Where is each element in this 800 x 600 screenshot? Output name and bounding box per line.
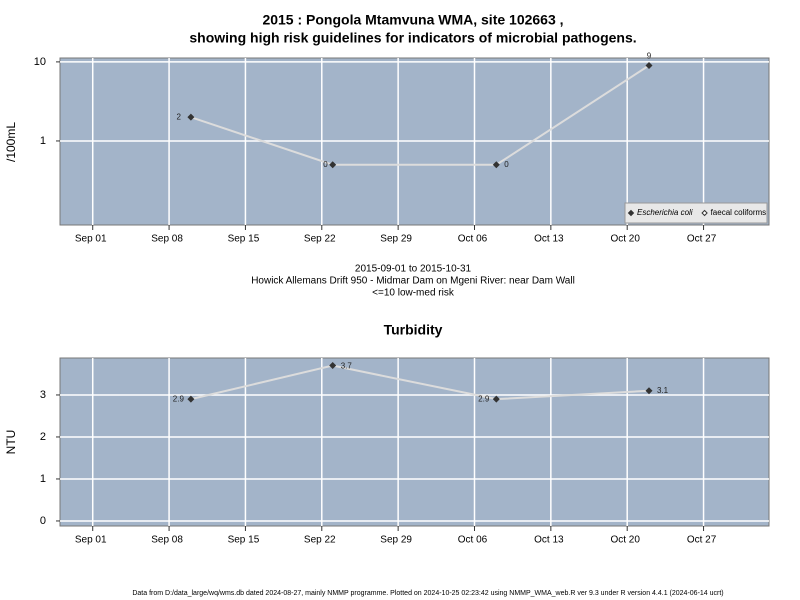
data-label: 3.1 [657,386,669,395]
x-tick-label: Sep 22 [304,234,336,245]
y-tick-label: 10 [34,56,46,68]
legend-marker [701,209,708,217]
x-tick-label: Oct 20 [610,234,640,245]
annotation: Howick Allemans Drift 950 - Midmar Dam o… [251,276,575,287]
x-tick-label: Oct 13 [534,535,564,546]
annotation: 2015-09-01 to 2015-10-31 [355,264,472,275]
x-tick-label: Oct 20 [610,535,640,546]
x-tick-label: Sep 15 [228,234,260,245]
data-label: 2.9 [478,394,490,403]
y-tick-label: 0 [40,515,46,527]
x-tick-label: Oct 27 [687,535,717,546]
legend-label: faecal coliforms [711,208,767,217]
y-tick-label: 1 [40,473,46,485]
x-tick-label: Oct 06 [458,234,488,245]
data-label: 3.7 [341,362,353,371]
chart-title: Turbidity [384,322,443,338]
data-point [645,62,653,70]
y-tick-label: 1 [40,135,46,147]
x-tick-label: Sep 29 [380,535,412,546]
data-point [492,161,500,169]
legend-marker [627,209,635,217]
x-tick-label: Oct 13 [534,234,564,245]
data-label: 0 [323,160,328,169]
x-tick-label: Oct 27 [687,234,717,245]
data-label: 2.9 [173,394,185,403]
data-point [492,395,500,403]
chart-subtitle: showing high risk guidelines for indicat… [189,30,636,46]
x-tick-label: Sep 15 [228,535,260,546]
legend-box [624,202,768,224]
y-tick-label: 2 [40,431,46,443]
footer: Data from D:/data_large/wq/wms.db dated … [132,590,723,597]
x-tick-label: Sep 01 [75,535,107,546]
data-point [329,362,337,370]
legend-label: Escherichia coli [637,208,693,217]
annotation: <=10 low-med risk [372,288,455,299]
data-line [190,364,650,401]
y-axis-label: NTU [4,430,18,455]
data-label: 9 [647,52,652,61]
data-label: 2 [176,112,181,121]
x-tick-label: Oct 06 [458,535,488,546]
plot-area [59,357,770,527]
data-point [329,161,337,169]
data-point [187,113,195,121]
x-tick-label: Sep 08 [151,234,183,245]
x-tick-label: Sep 22 [304,535,336,546]
x-tick-label: Sep 29 [380,234,412,245]
data-point [645,387,653,395]
data-point [187,395,195,403]
data-line [190,64,650,166]
x-tick-label: Sep 01 [75,234,107,245]
y-axis-label: /100mL [4,122,18,162]
data-label: 0 [504,160,509,169]
chart-title: 2015 : Pongola Mtamvuna WMA, site 102663… [262,12,563,28]
y-tick-label: 3 [40,389,46,401]
x-tick-label: Sep 08 [151,535,183,546]
